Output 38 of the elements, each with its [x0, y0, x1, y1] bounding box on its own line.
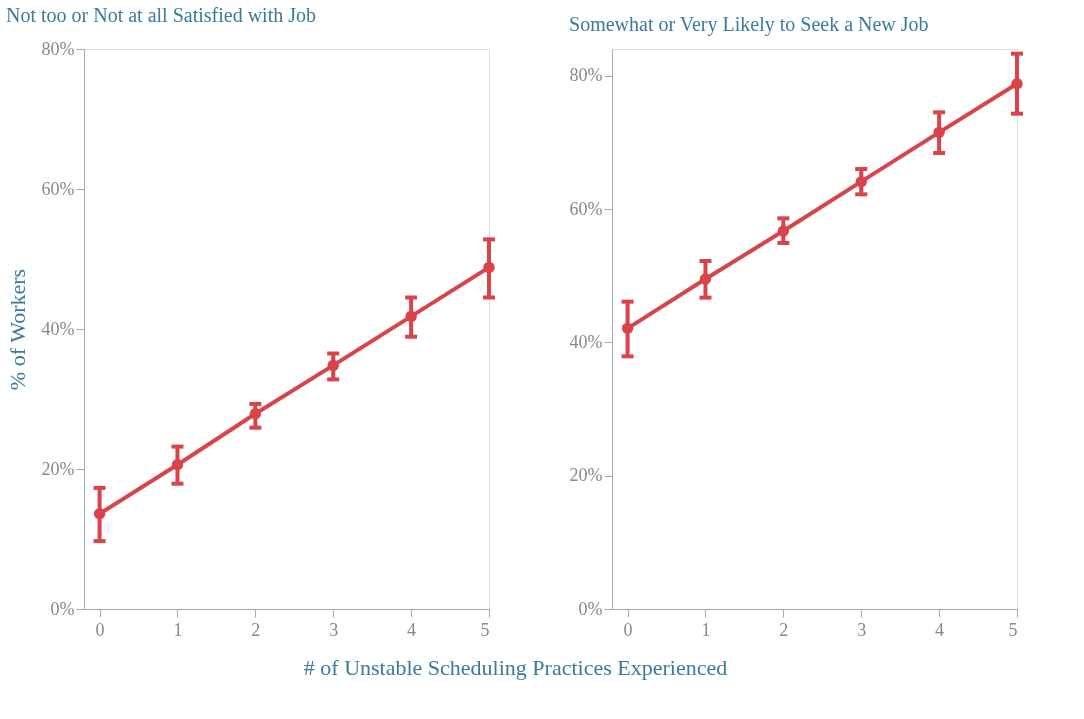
x-tick-label: 3 [329, 619, 339, 640]
x-tick-label: 5 [480, 619, 490, 640]
point [171, 459, 184, 471]
y-tick-label: 20% [41, 458, 75, 479]
x-tick-label: 0 [623, 619, 633, 640]
x-tick-label: 1 [173, 619, 183, 640]
point [327, 359, 339, 372]
chart-title: Somewhat or Very Likely to Seek a New Job [569, 13, 929, 36]
point [405, 310, 417, 323]
y-tick-label: 40% [569, 331, 603, 352]
point [93, 508, 106, 520]
point [483, 261, 495, 274]
point [855, 175, 867, 188]
x-tick-label: 5 [1008, 619, 1018, 640]
point [933, 126, 945, 139]
x-axis-title: # of Unstable Scheduling Practices Experienced [303, 654, 728, 680]
x-tick-label: 0 [95, 619, 105, 640]
y-axis-title: % of Workers [4, 268, 30, 391]
x-tick-label: 2 [779, 619, 789, 640]
x-tick-label: 3 [857, 619, 867, 640]
y-tick-label: 80% [569, 65, 603, 86]
x-tick-label: 2 [251, 619, 261, 640]
y-tick-label: 40% [41, 318, 75, 339]
y-tick-label: 20% [569, 465, 603, 486]
x-tick-label: 4 [407, 619, 417, 640]
x-tick-label: 4 [935, 619, 945, 640]
point [699, 273, 712, 285]
point [1011, 77, 1023, 90]
x-tick-label: 1 [701, 619, 711, 640]
chart-title: Not too or Not at all Satisfied with Job [6, 4, 316, 26]
y-tick-label: 60% [41, 178, 75, 199]
y-tick-label: 0% [50, 598, 75, 619]
point [777, 225, 790, 237]
point [621, 322, 634, 335]
y-tick-label: 60% [569, 198, 603, 219]
y-tick-label: 80% [41, 38, 75, 59]
point [249, 408, 262, 420]
y-tick-label: 0% [578, 598, 603, 619]
